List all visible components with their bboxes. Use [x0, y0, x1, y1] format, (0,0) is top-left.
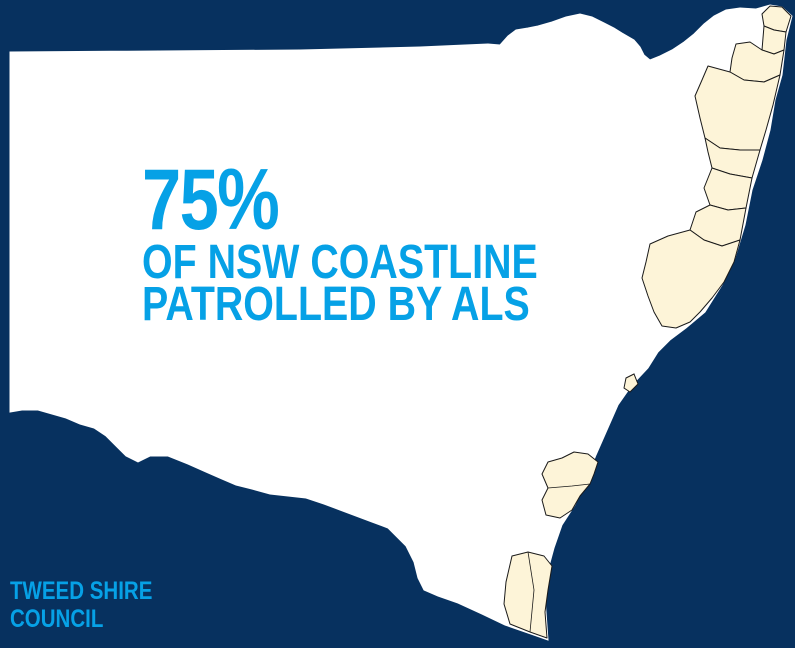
council-label: TWEED SHIRE COUNCIL: [10, 577, 152, 633]
council-label-line1: TWEED SHIRE: [10, 577, 153, 605]
council-border-lines: [527, 483, 591, 633]
headline-stat: 75% OF NSW COASTLINE PATROLLED BY ALS: [142, 152, 538, 331]
council-area-mid-coast: [623, 373, 639, 393]
council-area: [541, 451, 599, 519]
stat-description-line1: OF NSW COASTLINE: [142, 236, 538, 289]
patrolled-council-areas-north: [641, 5, 792, 329]
council-area: [641, 229, 741, 329]
stat-percent: 75%: [142, 152, 280, 248]
stat-description-line2: PATROLLED BY ALS: [142, 278, 530, 331]
patrolled-council-areas-south: [503, 451, 599, 639]
council-label-line2: COUNCIL: [10, 605, 104, 633]
council-area: [503, 551, 553, 639]
